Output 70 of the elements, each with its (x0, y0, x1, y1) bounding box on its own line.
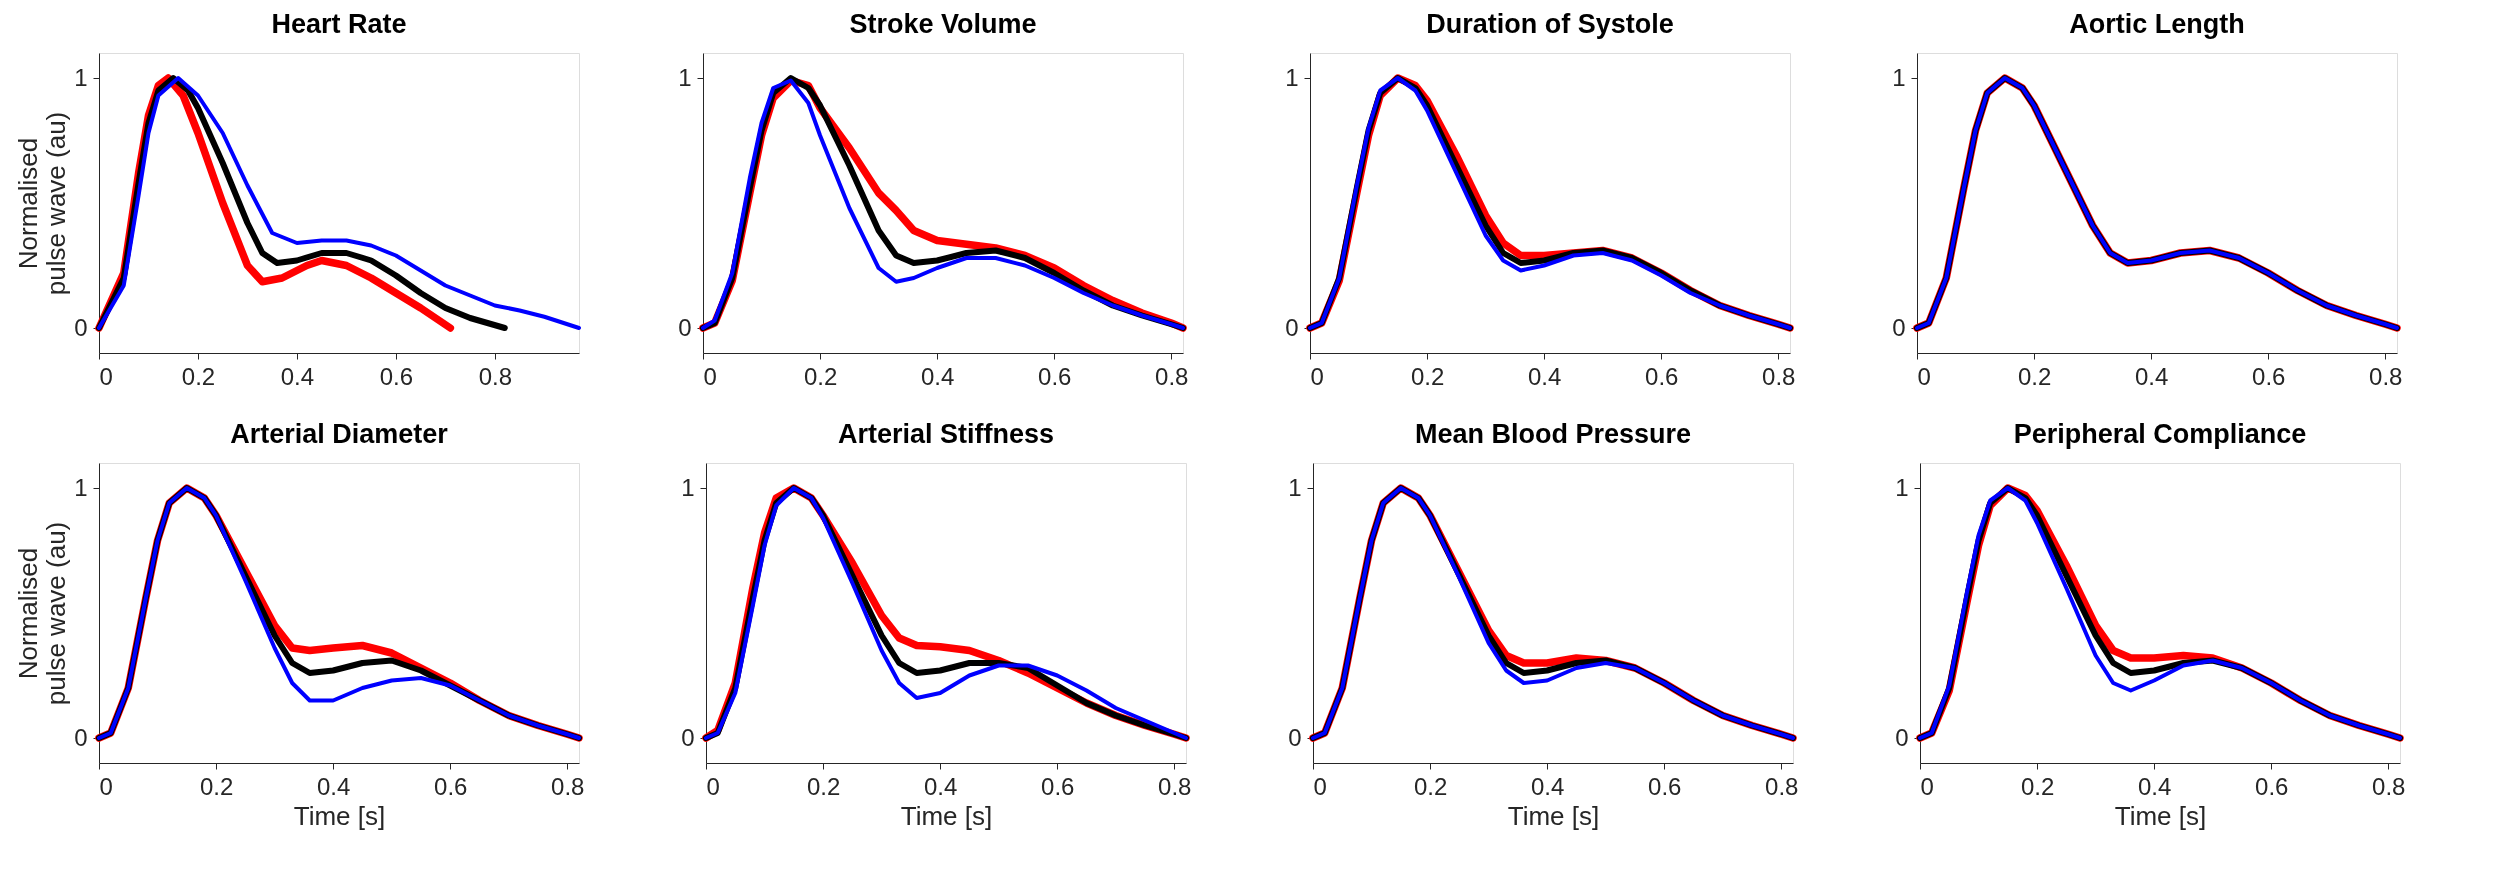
y-tick-label: 1 (74, 63, 88, 91)
x-tick-label: 0.2 (181, 362, 216, 390)
x-tick-label: 0.2 (2017, 362, 2052, 390)
x-tick-label: 0.8 (1765, 772, 1799, 800)
chart-title: Stroke Volume (849, 9, 1037, 39)
x-tick-label: 0.2 (806, 772, 841, 800)
y-axis-title: Normalised pulse wave (au) (13, 111, 72, 296)
chart-title: Mean Blood Pressure (1414, 419, 1692, 449)
x-tick-label: 0.4 (923, 772, 958, 800)
x-tick-label: 0.6 (379, 362, 414, 390)
y-tick-label: 1 (678, 63, 692, 91)
x-tick-label: 0.2 (1413, 772, 1448, 800)
x-tick-label: 0.4 (2134, 362, 2169, 390)
x-tick-label: 0.4 (1530, 772, 1565, 800)
y-tick-label: 0 (74, 723, 88, 751)
y-tick-label: 0 (1288, 723, 1302, 751)
x-tick-label: 0.8 (478, 362, 513, 390)
x-tick-label: 0.6 (434, 772, 468, 800)
y-tick-label: 0 (1892, 313, 1906, 341)
x-axis-title: Time [s] (293, 800, 386, 831)
y-tick-label: 1 (1895, 473, 1909, 501)
x-tick-label: 0.2 (2020, 772, 2055, 800)
y-tick-label: 0 (681, 723, 695, 751)
y-tick-label: 0 (678, 313, 692, 341)
chart-title: Duration of Systole (1426, 9, 1674, 39)
x-tick-label: 0.4 (2137, 772, 2172, 800)
x-tick-label: 0 (1920, 772, 1934, 800)
chart-title: Peripheral Compliance (2013, 419, 2307, 449)
x-tick-label: 0.4 (920, 362, 955, 390)
y-tick-label: 0 (1895, 723, 1909, 751)
y-tick-label: 1 (681, 473, 695, 501)
x-tick-label: 0.8 (2372, 772, 2406, 800)
x-tick-label: 0.4 (280, 362, 315, 390)
x-axis-title: Time [s] (900, 800, 993, 831)
x-tick-label: 0.2 (199, 772, 234, 800)
x-axis-title: Time [s] (2114, 800, 2207, 831)
x-tick-label: 0.8 (1762, 362, 1796, 390)
y-tick-label: 1 (1288, 473, 1302, 501)
x-tick-label: 0.6 (1041, 772, 1075, 800)
x-tick-label: 0.8 (2369, 362, 2403, 390)
x-tick-label: 0.4 (316, 772, 351, 800)
x-tick-label: 0 (706, 772, 720, 800)
x-tick-label: 0.6 (2252, 362, 2286, 390)
x-tick-label: 0.6 (1038, 362, 1072, 390)
y-axis-title: Normalised pulse wave (au) (13, 521, 72, 706)
x-tick-label: 0.6 (1648, 772, 1682, 800)
x-tick-label: 0.8 (551, 772, 585, 800)
x-tick-label: 0 (99, 362, 113, 390)
x-axis-title: Time [s] (1507, 800, 1600, 831)
x-tick-label: 0.2 (1410, 362, 1445, 390)
x-tick-label: 0.8 (1155, 362, 1189, 390)
chart-title: Heart Rate (271, 9, 407, 39)
chart-title: Arterial Diameter (230, 419, 449, 449)
x-tick-label: 0.2 (803, 362, 838, 390)
x-tick-label: 0.6 (2255, 772, 2289, 800)
y-tick-label: 1 (1892, 63, 1906, 91)
chart-title: Aortic Length (2069, 9, 2245, 39)
x-tick-label: 0 (1313, 772, 1327, 800)
x-tick-label: 0 (703, 362, 717, 390)
y-tick-label: 1 (74, 473, 88, 501)
x-tick-label: 0 (1310, 362, 1324, 390)
x-tick-label: 0.4 (1527, 362, 1562, 390)
x-tick-label: 0 (99, 772, 113, 800)
y-tick-label: 1 (1285, 63, 1299, 91)
y-tick-label: 0 (74, 313, 88, 341)
x-tick-label: 0.6 (1645, 362, 1679, 390)
chart-title: Arterial Stiffness (837, 419, 1055, 449)
x-tick-label: 0.8 (1158, 772, 1192, 800)
x-tick-label: 0 (1917, 362, 1931, 390)
y-tick-label: 0 (1285, 313, 1299, 341)
